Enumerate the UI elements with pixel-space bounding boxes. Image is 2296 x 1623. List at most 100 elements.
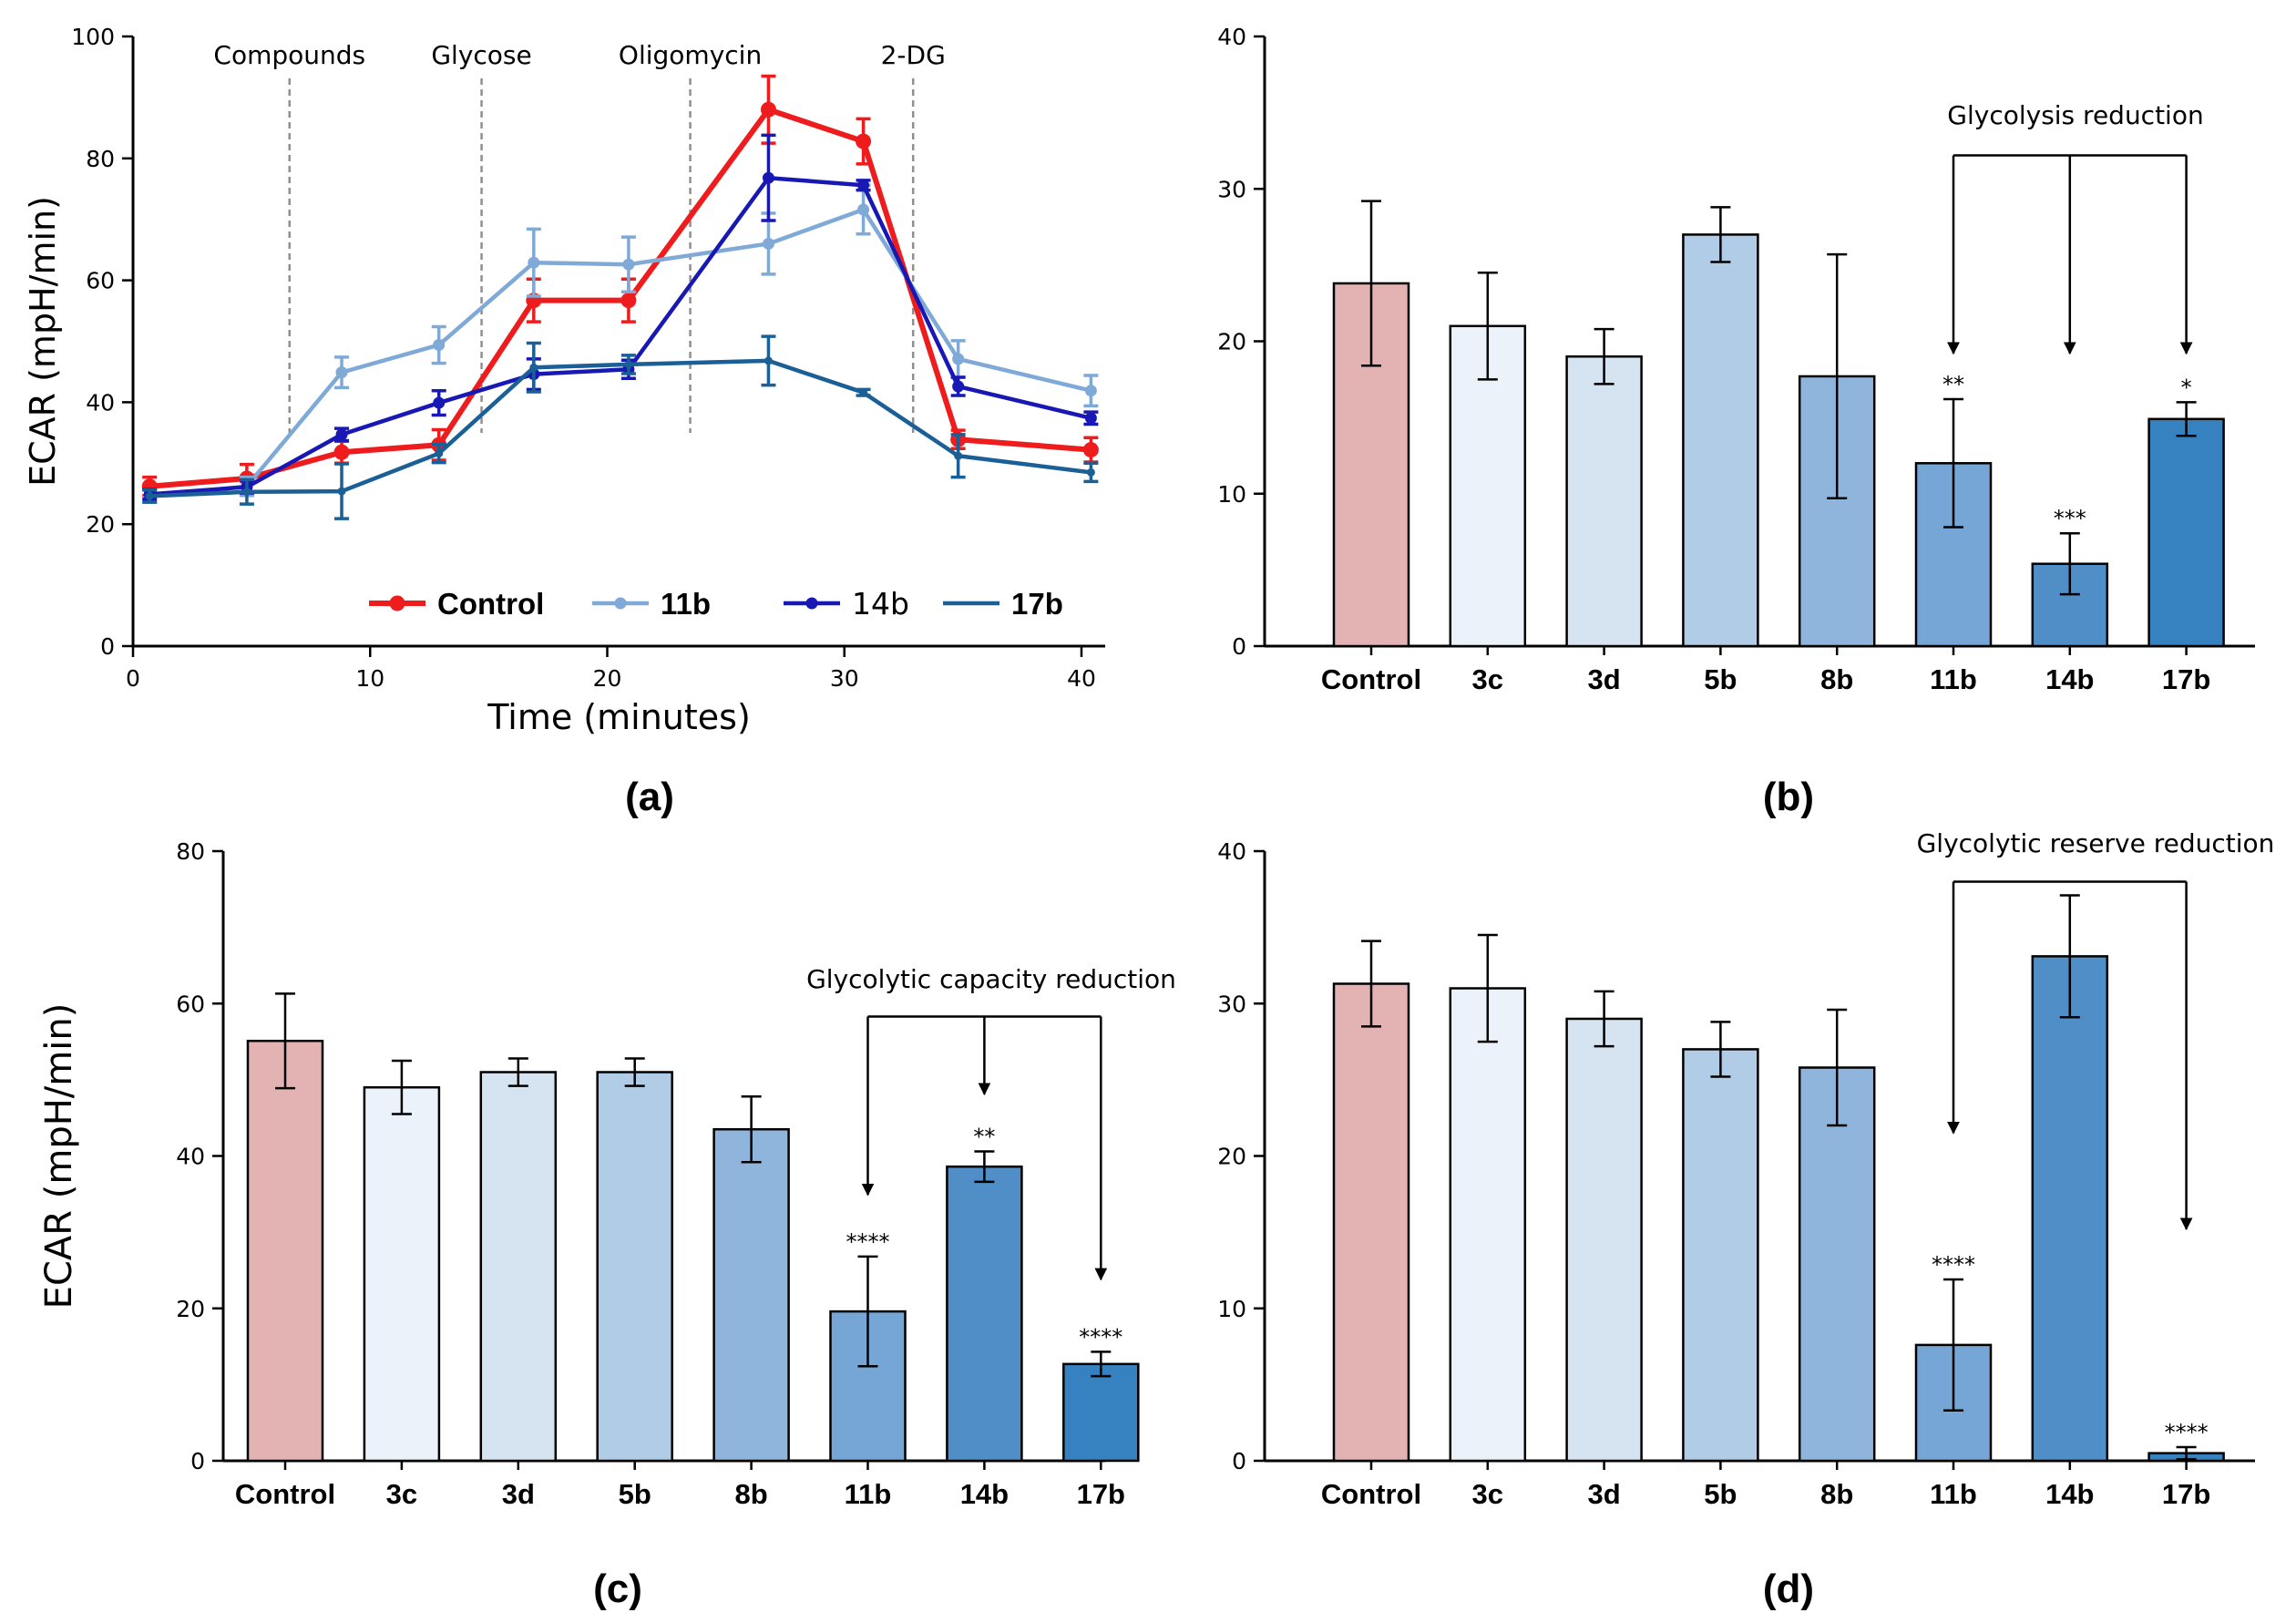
legend-label: 14b bbox=[852, 586, 909, 621]
y-tick-label: 40 bbox=[176, 1144, 205, 1170]
data-point-11b bbox=[1084, 385, 1097, 397]
x-tick-label: Control bbox=[1321, 1478, 1421, 1510]
significance-marker: ** bbox=[973, 1124, 995, 1149]
data-point-17b bbox=[624, 360, 633, 369]
y-tick-label: 10 bbox=[1217, 1296, 1246, 1322]
bar-14b bbox=[946, 1165, 1023, 1463]
y-tick-label: 0 bbox=[1232, 633, 1246, 660]
y-tick-label: 40 bbox=[86, 389, 115, 416]
panel-label-b: (b) bbox=[1763, 775, 1814, 819]
y-tick-label: 40 bbox=[1217, 24, 1246, 50]
significance-marker: **** bbox=[2165, 1420, 2209, 1445]
y-tick-label: 0 bbox=[190, 1448, 205, 1474]
panel-b-bar-chart: 0 10 20 30 40 Control 3c 3d 5b 8b 11b ** 14b *** 17b * G… bbox=[1217, 24, 2255, 695]
y-axis-title: ECAR (mpH/min) bbox=[38, 1003, 80, 1310]
y-tick-label: 20 bbox=[1217, 1144, 1246, 1170]
data-point-14b bbox=[857, 179, 870, 191]
y-tick-label: 40 bbox=[1217, 838, 1246, 865]
injection-label: Glycose bbox=[431, 40, 531, 70]
data-point-17b bbox=[859, 388, 868, 397]
y-tick-label: 100 bbox=[71, 24, 115, 50]
y-tick-label: 60 bbox=[176, 991, 205, 1017]
data-point-14b bbox=[1084, 412, 1097, 425]
significance-marker: ** bbox=[1942, 372, 1964, 397]
data-point-17b bbox=[145, 491, 154, 500]
data-point-11b bbox=[857, 203, 870, 216]
x-tick-label: 30 bbox=[830, 665, 859, 692]
bar-8b bbox=[1798, 1066, 1876, 1463]
data-point-17b bbox=[1086, 467, 1095, 477]
x-tick-label: 3d bbox=[1588, 663, 1621, 695]
legend-label: Control bbox=[437, 587, 544, 621]
x-tick-label: 3c bbox=[1472, 1478, 1503, 1510]
x-tick-label: 5b bbox=[619, 1478, 651, 1510]
y-tick-label: 20 bbox=[176, 1296, 205, 1322]
panel-d-bar-chart: 0 10 20 30 40 Control 3c 3d 5b 8b 11b **** 14b 17b ***… bbox=[1217, 828, 2274, 1510]
data-point-Control bbox=[620, 293, 637, 309]
bar-Control bbox=[246, 1039, 324, 1463]
x-tick-label: 8b bbox=[1820, 1478, 1853, 1510]
y-tick-label: 30 bbox=[1217, 176, 1246, 202]
x-tick-label: 5b bbox=[1704, 1478, 1737, 1510]
legend-swatch-marker bbox=[389, 595, 405, 611]
data-point-17b bbox=[337, 487, 346, 496]
x-tick-label: 11b bbox=[1930, 663, 1977, 695]
x-tick-label: Control bbox=[1321, 663, 1421, 695]
data-point-14b bbox=[952, 380, 965, 393]
panel-label-c: (c) bbox=[593, 1567, 642, 1611]
bar-17b bbox=[2147, 417, 2225, 648]
x-tick-label: 8b bbox=[1820, 663, 1853, 695]
x-tick-label: 11b bbox=[845, 1478, 892, 1510]
injection-label: 2-DG bbox=[881, 40, 946, 70]
annotation-label: Glycolytic capacity reduction bbox=[806, 964, 1176, 994]
panel-label-a: (a) bbox=[625, 775, 674, 819]
y-tick-label: 60 bbox=[86, 268, 115, 294]
legend-label: 11b bbox=[661, 587, 711, 621]
x-axis-title: Time (minutes) bbox=[487, 697, 751, 737]
legend-swatch-marker bbox=[614, 597, 627, 610]
y-tick-label: 80 bbox=[86, 146, 115, 172]
y-tick-label: 30 bbox=[1217, 991, 1246, 1017]
data-point-Control bbox=[760, 101, 776, 118]
data-point-17b bbox=[764, 356, 773, 365]
data-point-17b bbox=[435, 449, 444, 458]
x-tick-label: 11b bbox=[1930, 1478, 1977, 1510]
y-tick-label: 0 bbox=[100, 633, 115, 660]
bar-14b bbox=[2031, 955, 2109, 1463]
bar-3c bbox=[363, 1085, 441, 1463]
x-tick-label: 3d bbox=[1588, 1478, 1621, 1510]
significance-marker: **** bbox=[1932, 1252, 1975, 1278]
y-tick-label: 0 bbox=[1232, 1448, 1246, 1474]
bar-5b bbox=[1682, 1048, 1759, 1463]
x-tick-label: 20 bbox=[593, 665, 622, 692]
y-tick-label: 20 bbox=[1217, 329, 1246, 355]
panel-c-bar-chart: 0 20 40 60 80 ECAR (mpH/min) Control 3c 3d 5b 8b 11… bbox=[38, 838, 1176, 1510]
y-tick-label: 80 bbox=[176, 838, 205, 865]
data-point-11b bbox=[622, 258, 635, 271]
data-point-17b bbox=[529, 363, 538, 372]
legend-label: 17b bbox=[1011, 587, 1063, 621]
annotation-label: Glycolytic reserve reduction bbox=[1917, 828, 2275, 858]
x-tick-label: 14b bbox=[2045, 1478, 2094, 1510]
data-point-Control bbox=[856, 133, 872, 149]
x-tick-label: 3c bbox=[386, 1478, 417, 1510]
x-tick-label: 14b bbox=[960, 1478, 1009, 1510]
x-tick-label: 8b bbox=[735, 1478, 768, 1510]
x-tick-label: 14b bbox=[2045, 663, 2094, 695]
data-point-Control bbox=[1082, 442, 1099, 458]
data-point-14b bbox=[762, 171, 774, 184]
x-tick-label: 17b bbox=[1077, 1478, 1125, 1510]
x-tick-label: 40 bbox=[1067, 665, 1096, 692]
data-point-11b bbox=[528, 256, 540, 269]
significance-marker: **** bbox=[1079, 1324, 1122, 1350]
x-tick-label: 0 bbox=[126, 665, 140, 692]
y-axis-title: ECAR (mpH/min) bbox=[23, 196, 63, 487]
data-point-11b bbox=[952, 353, 965, 365]
x-tick-label: 17b bbox=[2162, 663, 2210, 695]
series-line-11b bbox=[149, 207, 1092, 498]
x-tick-label: 10 bbox=[355, 665, 384, 692]
bar-5b bbox=[596, 1071, 673, 1463]
bar-5b bbox=[1682, 233, 1759, 648]
bar-17b bbox=[1062, 1362, 1140, 1463]
